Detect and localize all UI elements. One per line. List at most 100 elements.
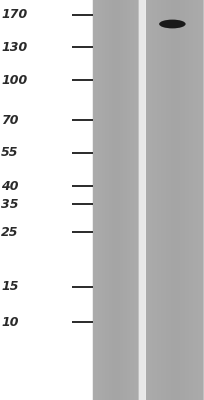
Bar <box>173 0 174 400</box>
Bar <box>196 0 197 400</box>
Text: 15: 15 <box>1 280 19 293</box>
Bar <box>184 0 185 400</box>
Bar <box>104 0 105 400</box>
Bar <box>203 0 204 400</box>
Bar <box>159 0 160 400</box>
Bar <box>152 0 153 400</box>
Bar <box>190 0 191 400</box>
Bar <box>193 0 194 400</box>
Bar <box>105 0 106 400</box>
Ellipse shape <box>159 20 186 28</box>
Bar <box>172 0 173 400</box>
Bar <box>181 0 182 400</box>
Bar <box>118 0 119 400</box>
Bar <box>131 0 132 400</box>
Bar <box>132 0 133 400</box>
Bar <box>113 0 114 400</box>
Text: 55: 55 <box>1 146 19 159</box>
Bar <box>135 0 136 400</box>
Bar <box>121 0 122 400</box>
Bar <box>145 0 146 400</box>
Bar <box>155 0 156 400</box>
Bar <box>136 0 137 400</box>
Bar <box>100 0 101 400</box>
Bar <box>124 0 125 400</box>
Bar <box>157 0 158 400</box>
Bar <box>168 0 169 400</box>
Bar <box>198 0 199 400</box>
Bar <box>150 0 151 400</box>
Bar <box>111 0 112 400</box>
Bar <box>116 0 117 400</box>
Bar <box>199 0 200 400</box>
Bar <box>100 0 101 400</box>
Bar <box>138 0 139 400</box>
Bar <box>183 0 184 400</box>
Bar <box>93 0 94 400</box>
Bar <box>148 0 149 400</box>
Bar <box>191 0 192 400</box>
Bar <box>153 0 154 400</box>
Bar <box>163 0 164 400</box>
Text: 130: 130 <box>1 41 27 54</box>
Bar <box>170 0 171 400</box>
Bar <box>161 0 162 400</box>
Bar <box>147 0 148 400</box>
Bar <box>201 0 202 400</box>
Bar <box>192 0 193 400</box>
Bar <box>175 0 176 400</box>
Bar <box>119 0 120 400</box>
Bar <box>122 0 123 400</box>
Bar <box>169 0 170 400</box>
Bar <box>195 0 196 400</box>
Bar <box>167 0 168 400</box>
Bar <box>101 0 102 400</box>
Bar <box>127 0 128 400</box>
Bar <box>117 0 118 400</box>
Bar <box>188 0 189 400</box>
Text: 10: 10 <box>1 316 19 328</box>
Bar <box>133 0 134 400</box>
Bar <box>151 0 152 400</box>
Bar <box>96 0 97 400</box>
Text: 35: 35 <box>1 198 19 210</box>
Bar <box>177 0 178 400</box>
Bar <box>178 0 179 400</box>
Bar <box>138 0 139 400</box>
Bar <box>197 0 198 400</box>
Bar <box>156 0 157 400</box>
Bar <box>123 0 124 400</box>
Bar <box>108 0 109 400</box>
Text: 25: 25 <box>1 226 19 238</box>
Bar <box>114 0 115 400</box>
Bar <box>137 0 138 400</box>
Bar <box>194 0 195 400</box>
Bar <box>180 0 181 400</box>
Bar <box>102 0 103 400</box>
Bar <box>99 0 100 400</box>
Bar <box>94 0 95 400</box>
Bar <box>179 0 180 400</box>
Bar <box>115 0 116 400</box>
Bar <box>186 0 187 400</box>
Bar <box>176 0 177 400</box>
Bar <box>106 0 107 400</box>
Bar <box>182 0 183 400</box>
Bar <box>165 0 166 400</box>
Bar <box>97 0 98 400</box>
Bar <box>174 0 175 400</box>
Bar <box>154 0 155 400</box>
Text: 70: 70 <box>1 114 19 126</box>
Bar <box>202 0 203 400</box>
Bar <box>110 0 111 400</box>
Bar <box>185 0 186 400</box>
Bar <box>130 0 131 400</box>
Bar <box>200 0 201 400</box>
Bar <box>160 0 161 400</box>
Bar <box>126 0 127 400</box>
Bar <box>158 0 159 400</box>
Bar <box>162 0 163 400</box>
Bar <box>139 0 145 400</box>
Bar <box>128 0 129 400</box>
Bar <box>92 0 93 400</box>
